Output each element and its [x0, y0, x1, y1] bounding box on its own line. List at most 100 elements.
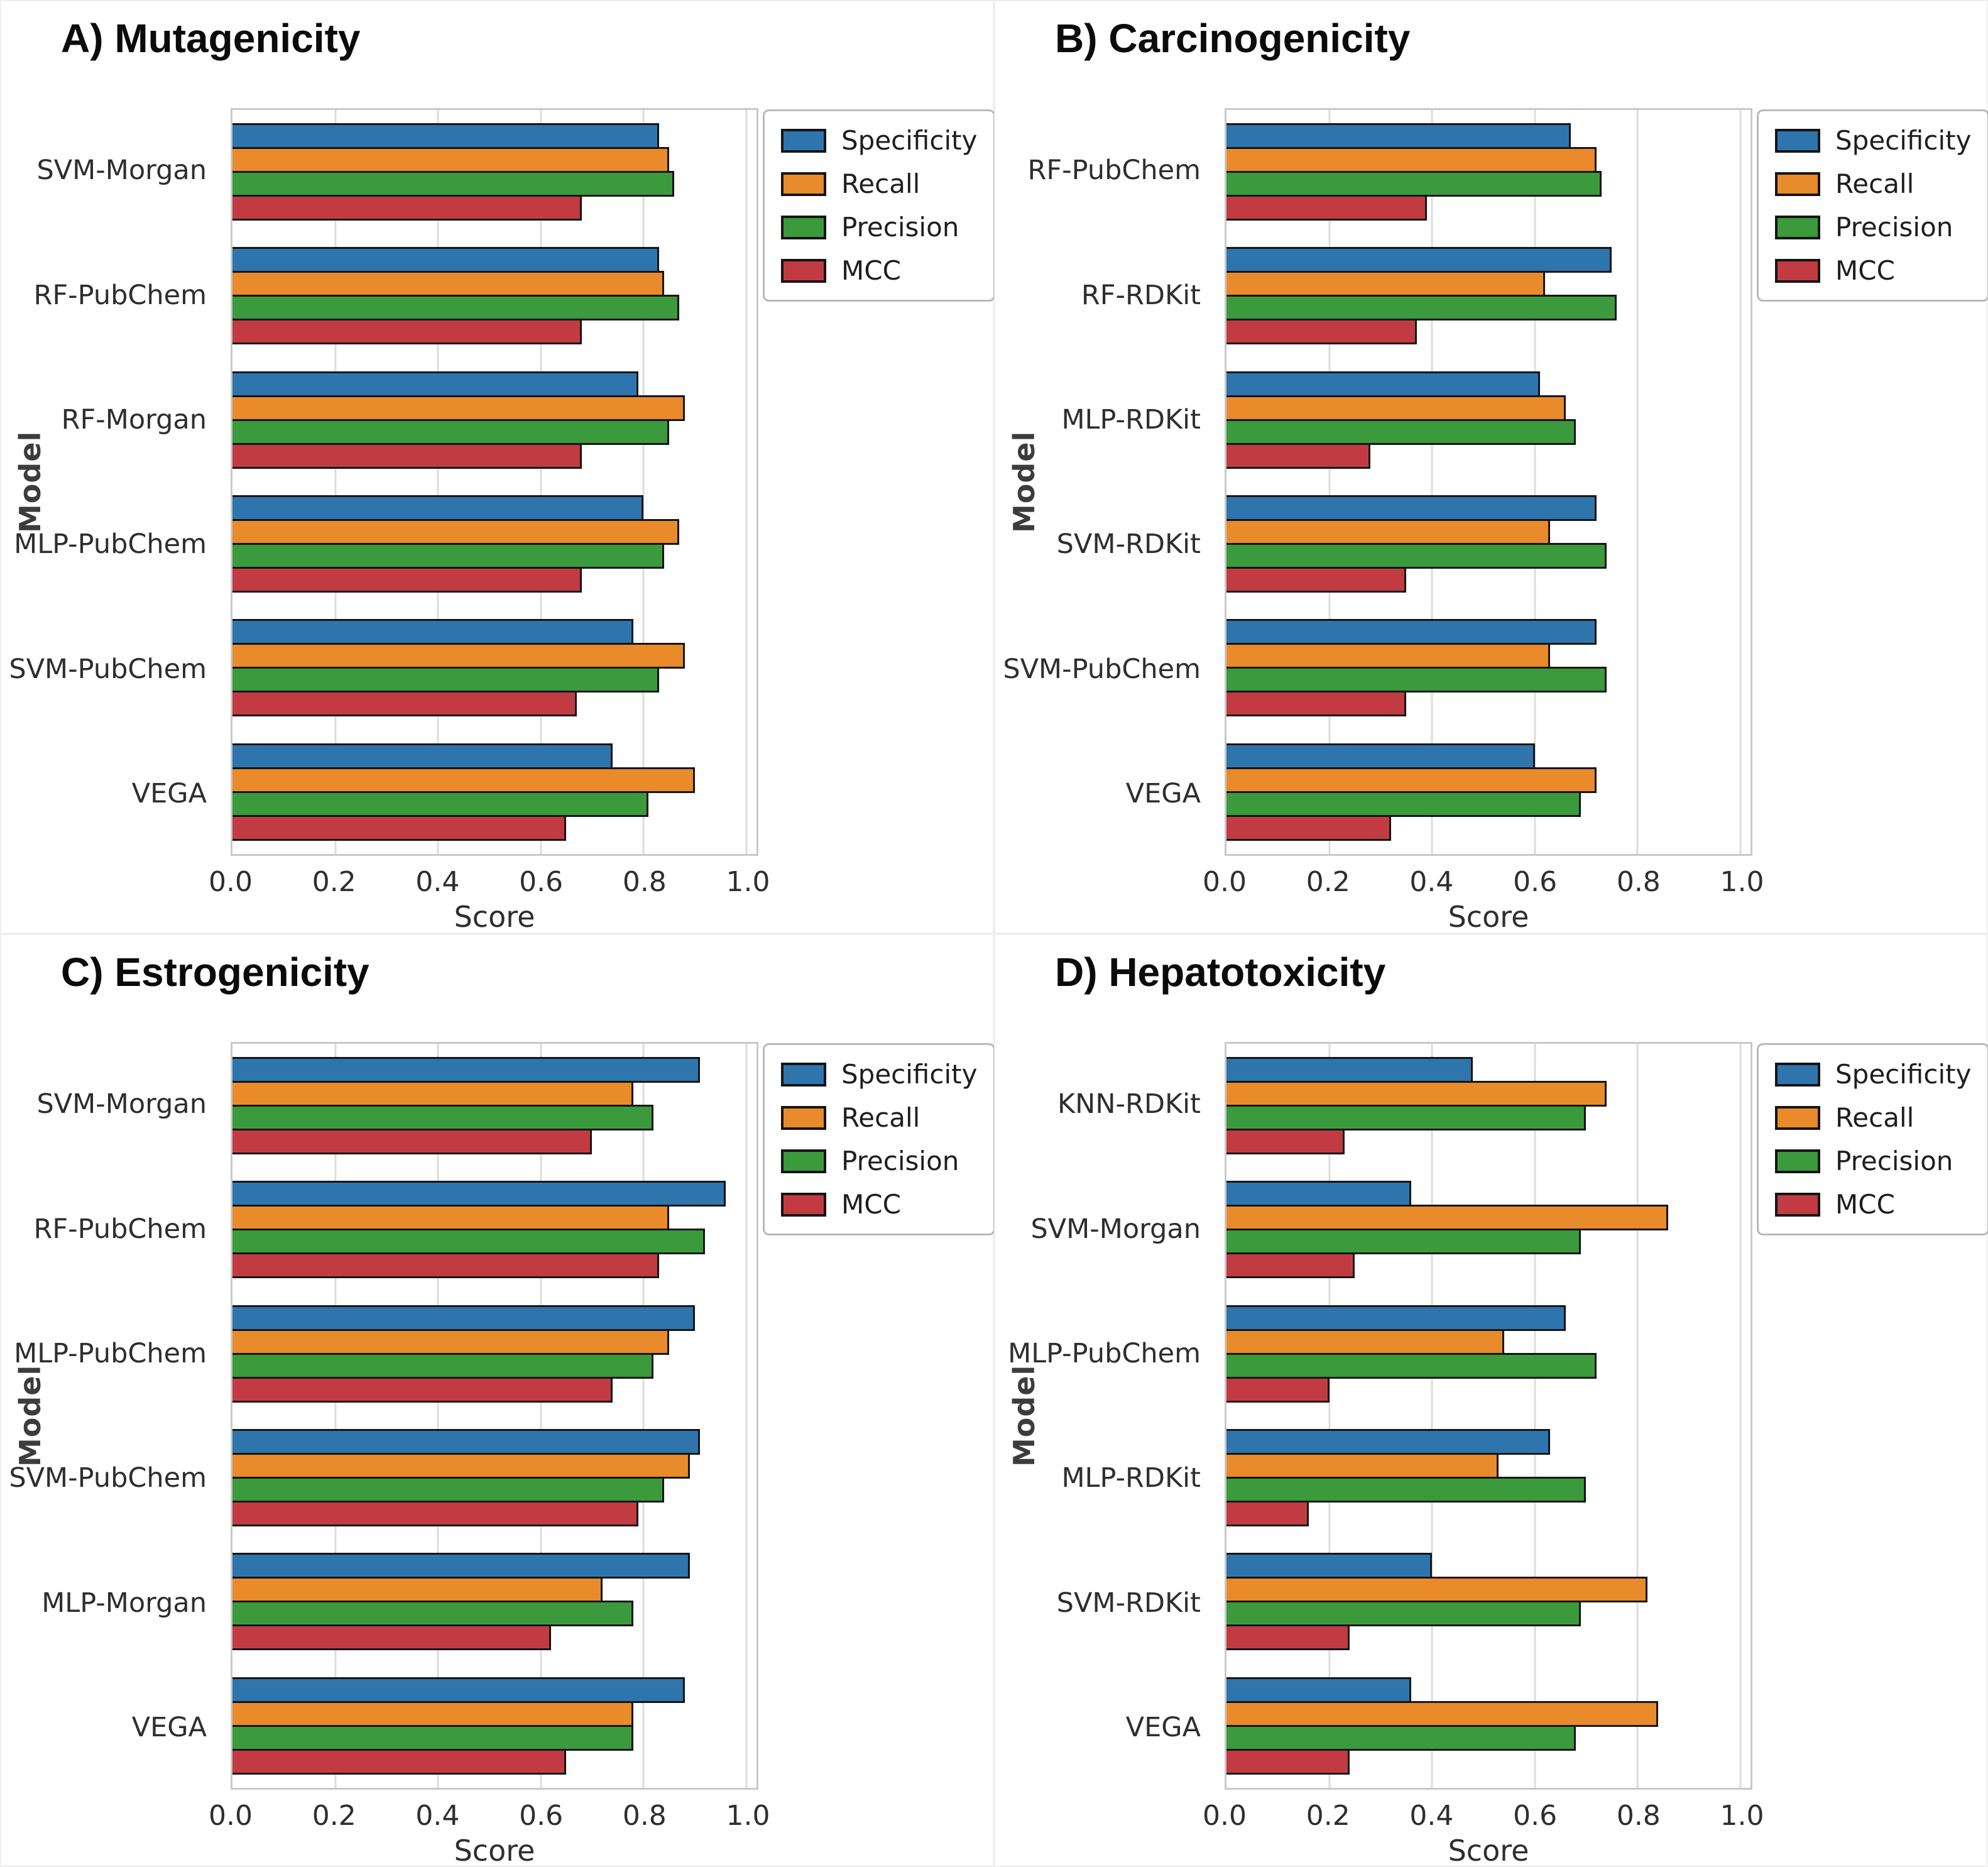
y-category-labels: SVM-Morgan RF-PubChem RF-Morgan MLP-PubChem…	[1, 108, 218, 856]
bar-group-rf-pubchem	[232, 234, 756, 358]
legend-swatch-specificity	[1775, 128, 1820, 153]
bar-group-vega	[1226, 730, 1750, 854]
bar-recall	[232, 395, 685, 421]
bar-mcc	[1226, 1501, 1309, 1527]
bar-mcc	[232, 1748, 567, 1775]
legend-row: Precision	[1775, 1146, 1971, 1176]
x-tick-label: 0.0	[209, 1800, 253, 1832]
bar-precision	[232, 1477, 664, 1503]
x-tick-label: 0.4	[415, 866, 460, 898]
plot-area	[1225, 108, 1752, 856]
bar-group-mlp-pubchem	[232, 1292, 756, 1416]
legend-swatch-precision	[781, 215, 826, 239]
panel-title: C) Estrogenicity	[61, 950, 369, 995]
bar-group-svm-pubchem	[232, 606, 756, 730]
chart-panel-hepatotoxicity: D) Hepatotoxicity Model KNN-RDKit SVM-Mor…	[994, 934, 1988, 1867]
legend-swatch-precision	[781, 1149, 826, 1173]
legend-label: Specificity	[841, 1059, 978, 1090]
bar-precision	[1226, 1352, 1597, 1379]
bar-precision	[1226, 419, 1576, 445]
legend-swatch-precision	[1775, 215, 1820, 239]
gridline	[1328, 110, 1331, 854]
x-axis-title: Score	[454, 1834, 535, 1867]
legend-swatch-specificity	[1775, 1062, 1820, 1087]
plot-inner	[1226, 1044, 1750, 1788]
x-tick-label: 0.6	[519, 1800, 564, 1832]
x-tick-label: 1.0	[726, 866, 770, 898]
bar-group-mlp-rdkit	[1226, 1416, 1750, 1540]
bar-recall	[232, 1700, 633, 1727]
category-label: VEGA	[1125, 777, 1201, 809]
bar-specificity	[1226, 743, 1535, 769]
legend-label: Recall	[1835, 1102, 1914, 1133]
legend-swatch-specificity	[781, 128, 826, 153]
y-category-labels: KNN-RDKit SVM-Morgan MLP-PubChem MLP-RDKit S…	[995, 1042, 1212, 1790]
x-tick-label: 1.0	[1720, 866, 1764, 898]
plot-inner	[232, 110, 756, 854]
legend-row: Recall	[1775, 168, 1971, 199]
bar-mcc	[232, 1129, 593, 1155]
gridline	[1328, 1044, 1331, 1788]
legend-label: MCC	[1835, 255, 1895, 286]
x-tick-label: 0.8	[622, 866, 667, 898]
x-tick-label: 0.4	[1409, 866, 1454, 898]
category-label: VEGA	[131, 1711, 207, 1743]
bar-specificity	[232, 495, 644, 522]
legend-label: Recall	[841, 168, 920, 199]
bar-mcc	[232, 1624, 551, 1651]
gridline	[334, 1044, 337, 1788]
bar-group-svm-rdkit	[1226, 482, 1750, 606]
gridline	[1739, 110, 1742, 854]
plot-inner	[232, 1044, 756, 1788]
bar-recall	[1226, 271, 1545, 297]
x-tick-label: 0.2	[1306, 1800, 1350, 1832]
legend-row: Recall	[781, 168, 977, 199]
bar-precision	[232, 667, 659, 693]
bar-precision	[232, 1724, 633, 1751]
plot-area	[231, 1042, 758, 1790]
x-tick-label: 0.8	[1616, 1800, 1661, 1832]
bar-precision	[232, 1105, 654, 1131]
gridline	[1534, 110, 1536, 854]
bar-precision	[1226, 791, 1581, 817]
gridline	[1739, 1044, 1742, 1788]
x-axis-title: Score	[454, 900, 535, 934]
x-tick-labels: 0.0 0.2 0.4 0.6 0.8 1.0	[1203, 866, 1764, 901]
x-tick-labels: 0.0 0.2 0.4 0.6 0.8 1.0	[209, 866, 770, 901]
bar-group-svm-morgan	[1226, 1168, 1750, 1291]
bar-mcc	[1226, 442, 1370, 469]
panel-title: B) Carcinogenicity	[1055, 16, 1411, 61]
legend-label: Specificity	[841, 125, 978, 156]
bar-specificity	[232, 1553, 690, 1579]
legend-swatch-mcc	[781, 1192, 826, 1217]
bar-recall	[1226, 1577, 1648, 1603]
bar-recall	[1226, 147, 1597, 173]
bar-specificity	[1226, 495, 1597, 522]
bar-precision	[232, 1229, 706, 1255]
gridline	[745, 110, 748, 854]
legend-row: Precision	[781, 1146, 977, 1176]
y-category-labels: RF-PubChem RF-RDKit MLP-RDKit SVM-RDKit SVM-…	[995, 108, 1212, 856]
x-tick-label: 1.0	[1720, 1800, 1764, 1832]
bar-recall	[1226, 519, 1551, 545]
x-tick-label: 0.2	[312, 866, 356, 898]
bar-specificity	[1226, 1305, 1566, 1331]
x-tick-label: 0.2	[1306, 866, 1350, 898]
plot-area	[231, 108, 758, 856]
bar-specificity	[232, 247, 659, 273]
bar-precision	[232, 543, 664, 569]
category-label: SVM-PubChem	[9, 1462, 207, 1494]
bar-specificity	[232, 1677, 685, 1703]
x-tick-label: 0.0	[1203, 1800, 1247, 1832]
bar-group-svm-rdkit	[1226, 1540, 1750, 1663]
chart-panel-carcinogenicity: B) Carcinogenicity Model RF-PubChem RF-RD…	[994, 0, 1988, 934]
bar-recall	[1226, 1081, 1607, 1107]
x-axis-title: Score	[1448, 900, 1529, 934]
legend-swatch-specificity	[781, 1062, 826, 1087]
bar-precision	[232, 419, 669, 445]
legend-row: Specificity	[781, 125, 977, 156]
bar-precision	[232, 1352, 654, 1379]
x-tick-labels: 0.0 0.2 0.4 0.6 0.8 1.0	[1203, 1800, 1764, 1835]
category-label: RF-PubChem	[33, 279, 207, 311]
bar-mcc	[232, 567, 582, 593]
